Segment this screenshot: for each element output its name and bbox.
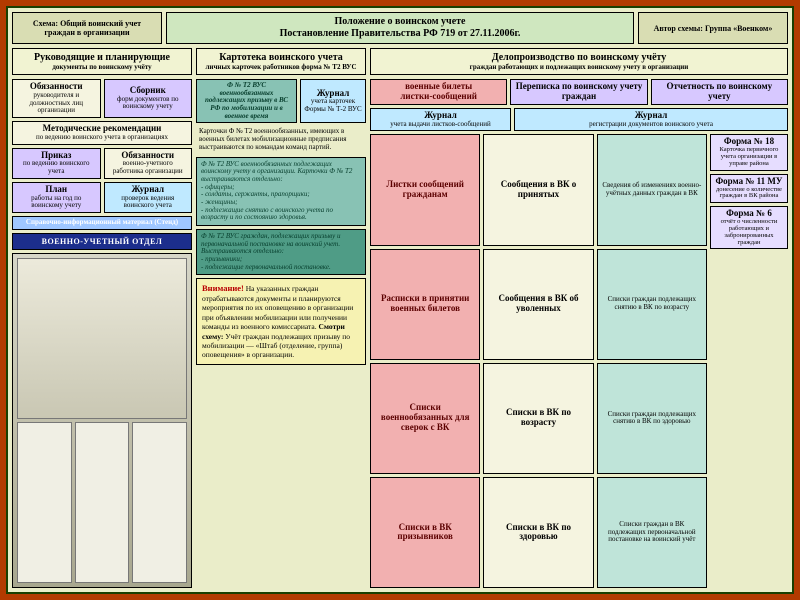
sC-2: Списки граждан подлежащих снятию в ВК по… <box>597 363 707 474</box>
author-box: Автор схемы: Группа «Военком» <box>638 12 788 44</box>
sC-1: Списки граждан подлежащих снятию в ВК по… <box>597 249 707 360</box>
sB-2: Списки в ВК по возрасту <box>483 363 593 474</box>
box-correspondence: Переписка по воинскому учету граждан <box>510 79 647 105</box>
column-2: Ф № Т2 ВУС военнообязанных подлежащих пр… <box>196 79 366 588</box>
note-mobilization: Карточки Ф № Т2 военнообязанных, имеющих… <box>196 126 366 153</box>
box-t2-org: Ф № Т2 ВУС военнообязанных подлежащих во… <box>196 157 366 227</box>
sC-0: Сведения об изменениях военно-учётных да… <box>597 134 707 245</box>
header-col2: Картотека воинского учета личных карточе… <box>196 48 366 75</box>
sB-3: Списки в ВК по здоровью <box>483 477 593 588</box>
diagram-frame: Схема: Общий воинский учет граждан в орг… <box>6 6 794 594</box>
col3-grid: Листки сообщений гражданам Расписки в пр… <box>370 134 788 588</box>
box-resp-leader: Обязанностируководителя и должностных ли… <box>12 79 101 118</box>
sA-0: Листки сообщений гражданам <box>370 134 480 245</box>
box-t2-conscript: Ф № Т2 ВУС граждан, подлежащих призыву и… <box>196 229 366 275</box>
col3-journals: Журналучета выдачи листков-сообщений Жур… <box>370 108 788 132</box>
form-11: Форма № 11 МУдонесение о количестве граж… <box>710 174 788 204</box>
form-18: Форма № 18Карточка первичного учета орга… <box>710 134 788 170</box>
sA-3: Списки в ВК призывников <box>370 477 480 588</box>
header-col1-title: Руководящие и планирующие <box>15 52 189 63</box>
column-3: военные билеты листки-сообщений Переписк… <box>370 79 788 588</box>
subcol-forms: Форма № 18Карточка первичного учета орга… <box>710 134 788 588</box>
header-col3-sub: граждан работающих и подлежащих воинском… <box>373 63 785 71</box>
col3-top-row: военные билеты листки-сообщений Переписк… <box>370 79 788 105</box>
box-check-journal: Журналпроверок ведения воинского учета <box>104 182 193 213</box>
header-col2-title: Картотека воинского учета <box>199 52 363 63</box>
top-row: Схема: Общий воинский учет граждан в орг… <box>8 8 792 48</box>
box-journal-register: Журналрегистрации документов воинского у… <box>514 108 788 132</box>
header-col2-sub: личных карточек работников форма № Т2 ВУ… <box>199 63 363 71</box>
subcol-B: Сообщения в ВК о принятых Сообщения в ВК… <box>483 134 593 588</box>
box-t2-draft: Ф № Т2 ВУС военнообязанных подлежащих пр… <box>196 79 297 123</box>
section-headers: Руководящие и планирующие документы по в… <box>8 48 792 79</box>
regulation-line1: Положение о воинском учете <box>280 16 521 28</box>
body: Обязанностируководителя и должностных ли… <box>8 79 792 592</box>
box-reference-stand: Справочно-информационный материал (Стенд… <box>12 216 192 230</box>
outer-stage: Схема: Общий воинский учет граждан в орг… <box>0 0 800 600</box>
sC-3: Списки граждан в ВК подлежащих первонача… <box>597 477 707 588</box>
header-col1-sub: документы по воинскому учёту <box>15 63 189 71</box>
box-yearplan: Планработы на год по воинскому учету <box>12 182 101 213</box>
warning-tail: Учёт граждан подлежащих призыву по мобил… <box>202 332 350 360</box>
regulation-title: Положение о воинском учете Постановление… <box>166 12 634 44</box>
warning-lead: Внимание! <box>202 283 244 293</box>
regulation-line2: Постановление Правительства РФ 719 от 27… <box>280 28 521 40</box>
sA-2: Списки военнообязанных для сверок с ВК <box>370 363 480 474</box>
stand-title: ВОЕННО-УЧЕТНЫЙ ОТДЕЛ <box>12 233 192 250</box>
header-col3: Делопроизводство по воинскому учёту граж… <box>370 48 788 75</box>
column-1: Обязанностируководителя и должностных ли… <box>12 79 192 588</box>
header-col1: Руководящие и планирующие документы по в… <box>12 48 192 75</box>
warning-box: Внимание! На указанных граждан отрабатыв… <box>196 278 366 364</box>
box-journal-t2: Журналучета карточек Формы № Т-2 ВУС <box>300 79 366 123</box>
box-method-rec: Методические рекомендациипо ведению воин… <box>12 121 192 145</box>
sB-1: Сообщения в ВК об уволенных <box>483 249 593 360</box>
box-reporting: Отчетность по воинскому учету <box>651 79 788 105</box>
sA-1: Расписки в принятии военных билетов <box>370 249 480 360</box>
subcol-A: Листки сообщений гражданам Расписки в пр… <box>370 134 480 588</box>
subcol-C: Сведения об изменениях военно-учётных да… <box>597 134 707 588</box>
sB-0: Сообщения в ВК о принятых <box>483 134 593 245</box>
box-journal-issuance: Журналучета выдачи листков-сообщений <box>370 108 511 132</box>
form-6: Форма № 6отчёт о численности работающих … <box>710 206 788 249</box>
box-order: Приказпо ведению воинского учета <box>12 148 101 179</box>
box-forms-collection: Сборникформ документов по воинскому учет… <box>104 79 193 118</box>
scheme-title: Схема: Общий воинский учет граждан в орг… <box>12 12 162 44</box>
box-resp-militacct: Обязанностивоенно-учетного работника орг… <box>104 148 193 179</box>
box-mil-tickets: военные билеты листки-сообщений <box>370 79 507 105</box>
header-col3-title: Делопроизводство по воинскому учёту <box>373 52 785 63</box>
stand-photo <box>12 253 192 588</box>
